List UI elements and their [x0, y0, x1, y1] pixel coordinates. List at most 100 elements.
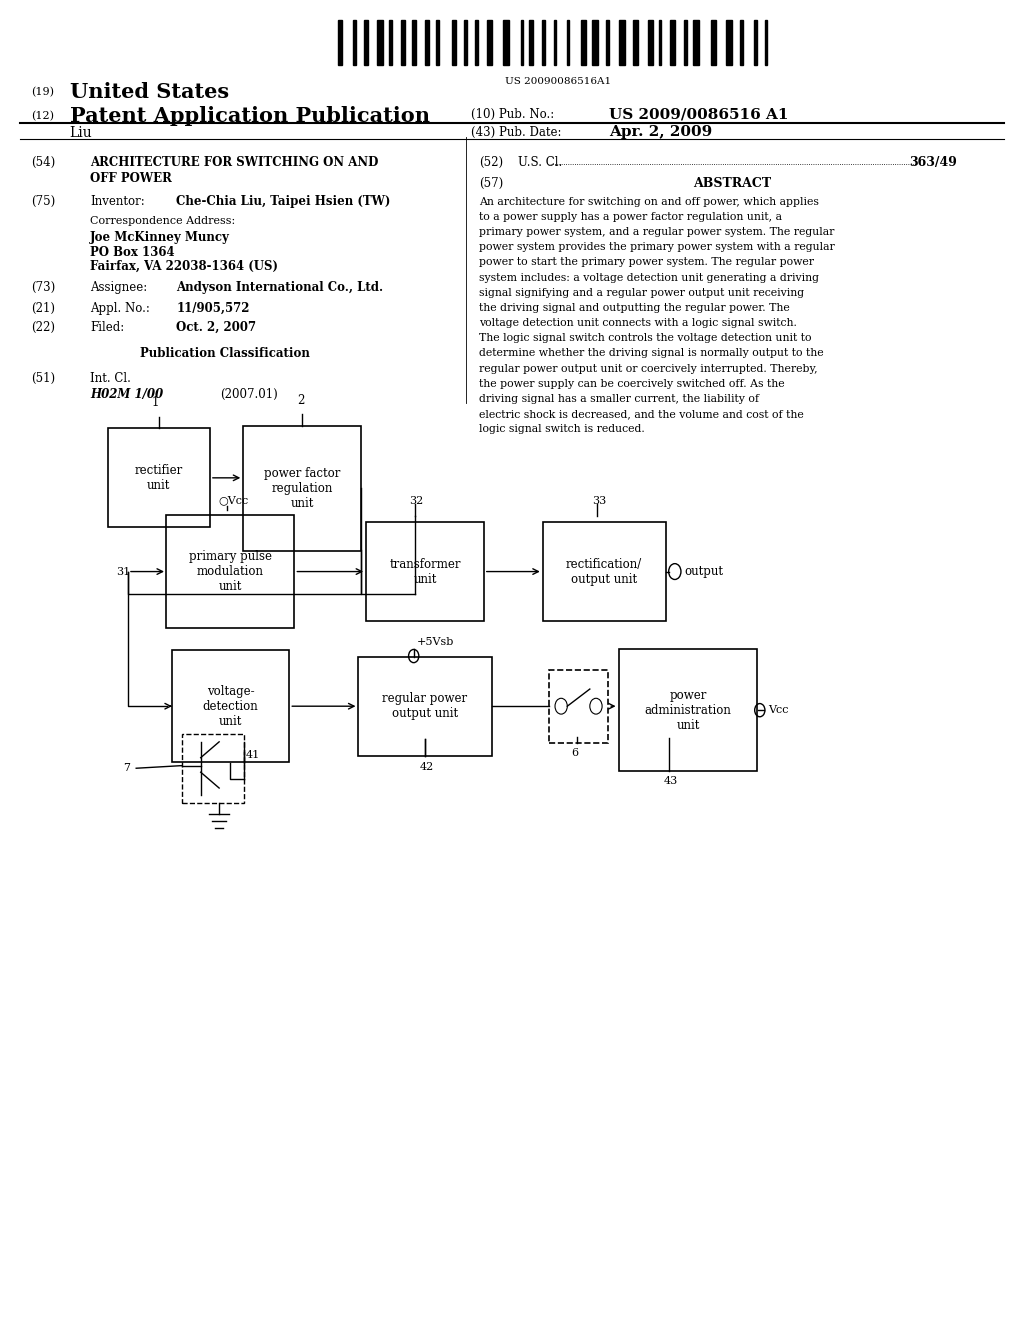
Text: Andyson International Co., Ltd.: Andyson International Co., Ltd.: [176, 281, 383, 294]
Bar: [358, 656, 492, 755]
Text: 363/49: 363/49: [909, 156, 957, 169]
Text: (2007.01): (2007.01): [220, 388, 278, 401]
Bar: [182, 734, 244, 803]
Bar: [567, 20, 569, 65]
Bar: [543, 523, 666, 622]
Text: (21): (21): [31, 302, 54, 315]
Text: (51): (51): [31, 372, 55, 385]
Text: transformer
unit: transformer unit: [389, 557, 461, 586]
Text: regular power output unit or coercively interrupted. Thereby,: regular power output unit or coercively …: [479, 363, 818, 374]
Text: power factor
regulation
unit: power factor regulation unit: [264, 467, 340, 510]
Bar: [520, 20, 523, 65]
Text: PO Box 1364: PO Box 1364: [90, 246, 175, 259]
Text: Liu: Liu: [70, 127, 92, 140]
Text: (12): (12): [31, 111, 53, 121]
Bar: [648, 20, 652, 65]
Text: 33: 33: [592, 495, 606, 506]
Bar: [108, 428, 210, 527]
Text: Che-Chia Liu, Taipei Hsien (TW): Che-Chia Liu, Taipei Hsien (TW): [176, 195, 390, 209]
Bar: [740, 20, 743, 65]
Text: signal signifying and a regular power output unit receiving: signal signifying and a regular power ou…: [479, 288, 805, 298]
Text: Fairfax, VA 22038-1364 (US): Fairfax, VA 22038-1364 (US): [90, 260, 279, 273]
Text: Publication Classification: Publication Classification: [140, 347, 310, 360]
Text: ARCHITECTURE FOR SWITCHING ON AND: ARCHITECTURE FOR SWITCHING ON AND: [90, 156, 379, 169]
Text: Int. Cl.: Int. Cl.: [90, 372, 131, 385]
Text: An architecture for switching on and off power, which applies: An architecture for switching on and off…: [479, 197, 819, 207]
Bar: [338, 20, 341, 65]
Bar: [244, 425, 360, 552]
Text: H02M 1/00: H02M 1/00: [90, 388, 163, 401]
Bar: [618, 20, 625, 65]
Text: (73): (73): [31, 281, 55, 294]
Text: rectification/
output unit: rectification/ output unit: [566, 557, 642, 586]
Bar: [554, 20, 556, 65]
Text: Filed:: Filed:: [90, 321, 124, 334]
Text: driving signal has a smaller current, the liability of: driving signal has a smaller current, th…: [479, 393, 759, 404]
Bar: [453, 20, 456, 65]
Bar: [166, 516, 295, 628]
Bar: [711, 20, 716, 65]
Bar: [412, 20, 416, 65]
Bar: [593, 20, 598, 65]
Text: 43: 43: [664, 776, 678, 787]
Text: Joe McKinney Muncy: Joe McKinney Muncy: [90, 231, 230, 244]
Bar: [367, 523, 483, 622]
Bar: [549, 671, 608, 742]
Text: power system provides the primary power system with a regular: power system provides the primary power …: [479, 242, 835, 252]
Text: 11/905,572: 11/905,572: [176, 302, 250, 315]
Bar: [172, 649, 290, 762]
Text: 6: 6: [571, 748, 579, 759]
Bar: [726, 20, 731, 65]
Text: 32: 32: [410, 495, 424, 506]
Text: Assignee:: Assignee:: [90, 281, 147, 294]
Bar: [378, 20, 383, 65]
Bar: [529, 20, 532, 65]
Text: US 20090086516A1: US 20090086516A1: [505, 77, 611, 86]
Text: 41: 41: [246, 750, 260, 760]
Text: (52): (52): [479, 156, 504, 169]
Text: The logic signal switch controls the voltage detection unit to: The logic signal switch controls the vol…: [479, 333, 812, 343]
Bar: [633, 20, 638, 65]
Text: U.S. Cl.: U.S. Cl.: [518, 156, 562, 169]
Text: Vcc: Vcc: [768, 705, 788, 715]
Text: +5Vsb: +5Vsb: [417, 636, 454, 647]
Bar: [475, 20, 478, 65]
Text: primary power system, and a regular power system. The regular: primary power system, and a regular powe…: [479, 227, 835, 238]
Text: 7: 7: [123, 763, 130, 774]
Bar: [503, 20, 509, 65]
Bar: [464, 20, 467, 65]
Bar: [364, 20, 368, 65]
Text: US 2009/0086516 A1: US 2009/0086516 A1: [609, 108, 788, 121]
Text: Apr. 2, 2009: Apr. 2, 2009: [609, 125, 713, 139]
Text: Appl. No.:: Appl. No.:: [90, 302, 150, 315]
Text: United States: United States: [70, 82, 228, 103]
Bar: [618, 649, 758, 771]
Text: OFF POWER: OFF POWER: [90, 172, 172, 185]
Text: voltage detection unit connects with a logic signal switch.: voltage detection unit connects with a l…: [479, 318, 797, 329]
Bar: [436, 20, 439, 65]
Bar: [684, 20, 687, 65]
Bar: [542, 20, 545, 65]
Text: (54): (54): [31, 156, 55, 169]
Text: (75): (75): [31, 195, 55, 209]
Bar: [755, 20, 757, 65]
Text: rectifier
unit: rectifier unit: [134, 463, 183, 492]
Text: (57): (57): [479, 177, 504, 190]
Text: output: output: [684, 565, 723, 578]
Text: (22): (22): [31, 321, 54, 334]
Text: system includes: a voltage detection unit generating a driving: system includes: a voltage detection uni…: [479, 272, 819, 282]
Bar: [693, 20, 699, 65]
Text: 42: 42: [420, 762, 434, 772]
Bar: [581, 20, 587, 65]
Text: (19): (19): [31, 87, 53, 98]
Bar: [487, 20, 492, 65]
Text: 1: 1: [152, 396, 159, 409]
Bar: [765, 20, 767, 65]
Text: the driving signal and outputting the regular power. The: the driving signal and outputting the re…: [479, 302, 790, 313]
Text: Oct. 2, 2007: Oct. 2, 2007: [176, 321, 256, 334]
Text: determine whether the driving signal is normally output to the: determine whether the driving signal is …: [479, 348, 824, 359]
Text: primary pulse
modulation
unit: primary pulse modulation unit: [188, 550, 272, 593]
Bar: [605, 20, 609, 65]
Text: logic signal switch is reduced.: logic signal switch is reduced.: [479, 424, 645, 434]
Bar: [670, 20, 676, 65]
